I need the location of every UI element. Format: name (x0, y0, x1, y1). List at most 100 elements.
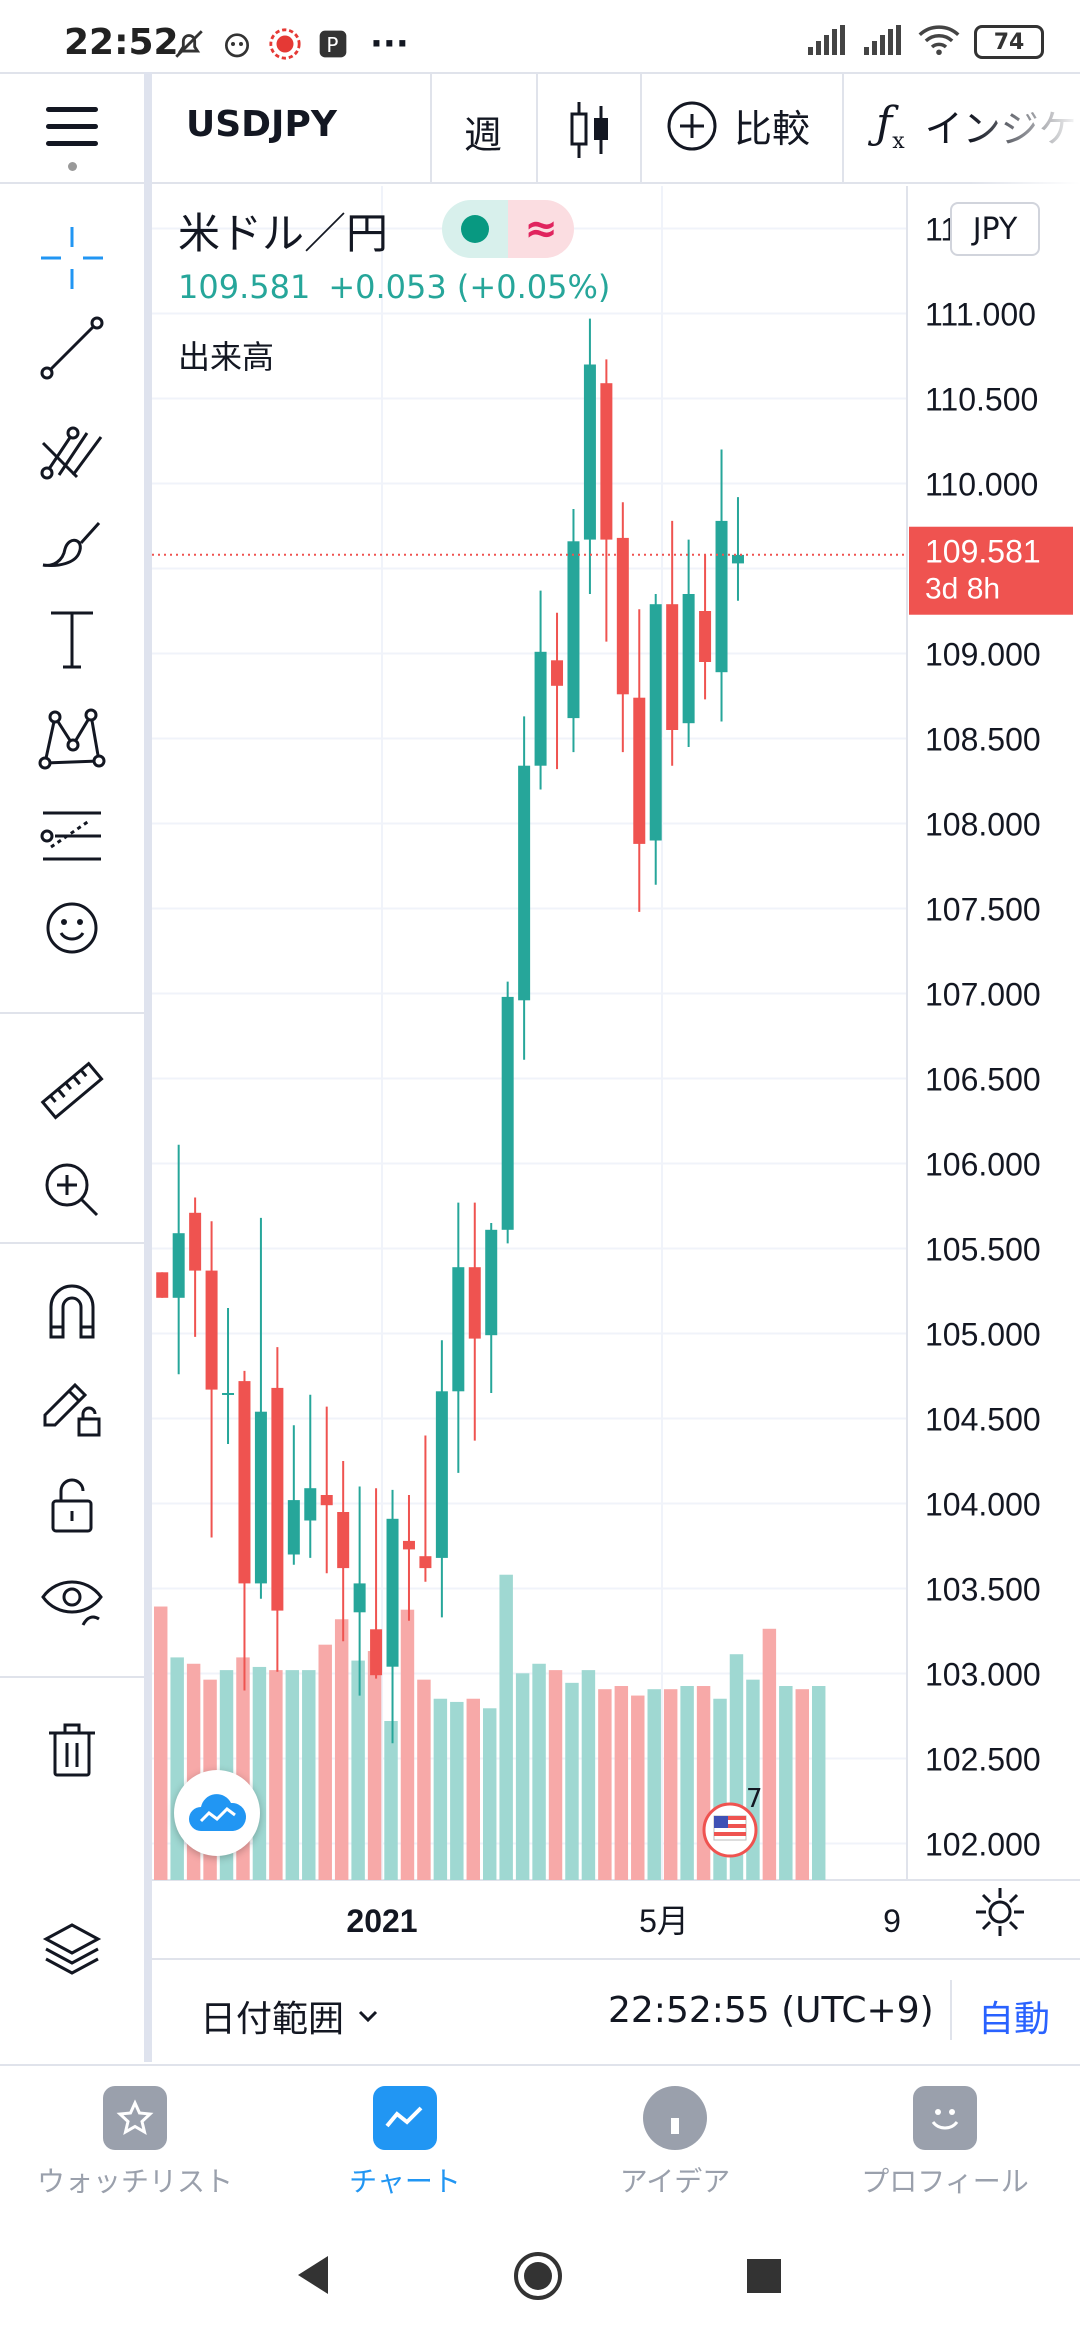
brush-icon (42, 521, 101, 567)
volume-bar (532, 1663, 546, 1880)
trend-line-icon (40, 316, 104, 380)
candle-body (452, 1267, 465, 1392)
nav-label: ウォッチリスト (36, 2165, 233, 2198)
lock-drawing-tool[interactable] (32, 1366, 112, 1446)
cloud-chart-icon (189, 1794, 247, 1831)
chart-area[interactable]: 111.500111.000110.500110.000109.500109.0… (152, 186, 1080, 1939)
object-tree-tool[interactable] (32, 1910, 112, 1990)
volume-bar (581, 1670, 596, 1880)
smiley-icon (46, 902, 98, 954)
toolbar-divider (430, 74, 432, 184)
pattern-icon (38, 708, 106, 770)
chart-toolbar: USDJPY 週 比較 ƒx インジケ (0, 72, 1080, 184)
nav-profile[interactable]: プロフィール (810, 2086, 1080, 2200)
trend-line-tool[interactable] (32, 308, 112, 388)
nav-watchlist[interactable]: ウォッチリスト (0, 2086, 270, 2200)
market-status-badge[interactable]: ≈ (442, 200, 574, 258)
lightbulb-icon (643, 2086, 707, 2150)
zoom-tool[interactable] (32, 1150, 112, 1230)
cloud-save-button[interactable] (174, 1770, 260, 1856)
candle-body (419, 1556, 432, 1569)
price-axis-label: 103.500 (925, 1572, 1041, 1608)
brush-tool[interactable] (32, 504, 112, 584)
nav-ideas[interactable]: アイデア (540, 2086, 810, 2200)
date-range-button[interactable]: 日付範囲 (200, 1990, 382, 2042)
star-icon (103, 2086, 167, 2150)
unlock-icon (51, 1478, 93, 1533)
candle-body (518, 765, 531, 1001)
volume-bar (417, 1679, 431, 1880)
volume-bar (318, 1644, 332, 1880)
delete-drawings-tool[interactable] (32, 1708, 112, 1788)
candle-body (468, 1267, 481, 1339)
candle-body (370, 1629, 383, 1676)
chart-type-button[interactable] (568, 100, 612, 160)
candle-body (666, 604, 679, 730)
menu-button[interactable] (0, 74, 144, 184)
candle-body (715, 520, 728, 673)
smile-icon (913, 2086, 977, 2150)
compare-button[interactable]: 比較 (666, 98, 810, 153)
magnet-tool[interactable] (32, 1270, 112, 1350)
volume-bar (334, 1619, 349, 1880)
lock-all-tool[interactable] (32, 1464, 112, 1544)
crosshair-tool[interactable] (32, 218, 112, 298)
nav-chart[interactable]: チャート (270, 2086, 540, 2200)
volume-bar (598, 1689, 612, 1880)
chart-settings-icon[interactable] (970, 1882, 1030, 1942)
price-chart[interactable]: 111.500111.000110.500110.000109.500109.0… (152, 186, 1080, 1958)
candle-body (320, 1495, 333, 1506)
zoom-in-icon (45, 1163, 99, 1217)
gann-fib-tool[interactable] (32, 408, 112, 488)
function-icon: ƒx (876, 98, 905, 154)
toolbar-fade (970, 74, 1080, 184)
home-icon[interactable] (512, 2250, 564, 2302)
prediction-tool[interactable] (32, 796, 112, 876)
candle-body (402, 1540, 415, 1550)
volume-indicator-label[interactable]: 出来高 (178, 338, 275, 376)
volume-bar (450, 1701, 464, 1880)
ruler-icon (40, 1061, 104, 1120)
legend-values: 109.581 +0.053 (+0.05%) (178, 268, 610, 306)
wifi-icon (918, 24, 960, 60)
bar-countdown-label: 3d 8h (925, 573, 1000, 606)
price-axis-label: 108.000 (925, 807, 1041, 843)
candle-body (616, 537, 629, 695)
drawing-toolbar (0, 186, 144, 2062)
system-navigation-bar (0, 2212, 1080, 2340)
measure-tool[interactable] (32, 1052, 112, 1132)
forecast-icon (40, 811, 101, 861)
recents-icon[interactable] (744, 2256, 784, 2296)
visibility-tool[interactable] (32, 1560, 112, 1640)
eye-icon (41, 1580, 103, 1626)
current-price-tag (909, 526, 1073, 615)
back-icon[interactable] (292, 2252, 338, 2298)
candle-body (172, 1233, 185, 1298)
bottom-navigation: ウォッチリスト チャート アイデア プロフィール (0, 2064, 1080, 2212)
symbol-button[interactable]: USDJPY (186, 104, 337, 145)
price-axis-label: 102.500 (925, 1742, 1041, 1778)
interval-button[interactable]: 週 (464, 113, 503, 157)
volume-bar (269, 1670, 283, 1880)
text-tool[interactable] (32, 598, 112, 678)
event-count: 7 (746, 1784, 763, 1814)
emoji-tool[interactable] (32, 888, 112, 968)
chevron-down-icon (358, 2010, 378, 2023)
candle-body (238, 1381, 251, 1584)
pencil-lock-icon (43, 1382, 101, 1437)
range-divider (950, 1980, 952, 2040)
currency-badge[interactable]: JPY (950, 202, 1040, 256)
candle-body (633, 697, 646, 844)
status-notification-icons: P ··· (170, 24, 409, 64)
auto-scale-button[interactable]: 自動 (978, 1999, 1051, 2040)
battery-indicator: 74 (974, 25, 1044, 59)
menu-indicator-dot (68, 162, 77, 171)
economic-event-icon[interactable] (700, 1800, 760, 1860)
tool-divider (0, 1676, 144, 1678)
candle-body (583, 364, 596, 540)
volume-bar (499, 1574, 513, 1880)
timezone-clock[interactable]: 22:52:55 (UTC+9) (608, 1990, 934, 2031)
pattern-tool[interactable] (32, 698, 112, 778)
tool-divider (0, 1012, 144, 1014)
time-axis-label: 5月 (639, 1903, 689, 1939)
